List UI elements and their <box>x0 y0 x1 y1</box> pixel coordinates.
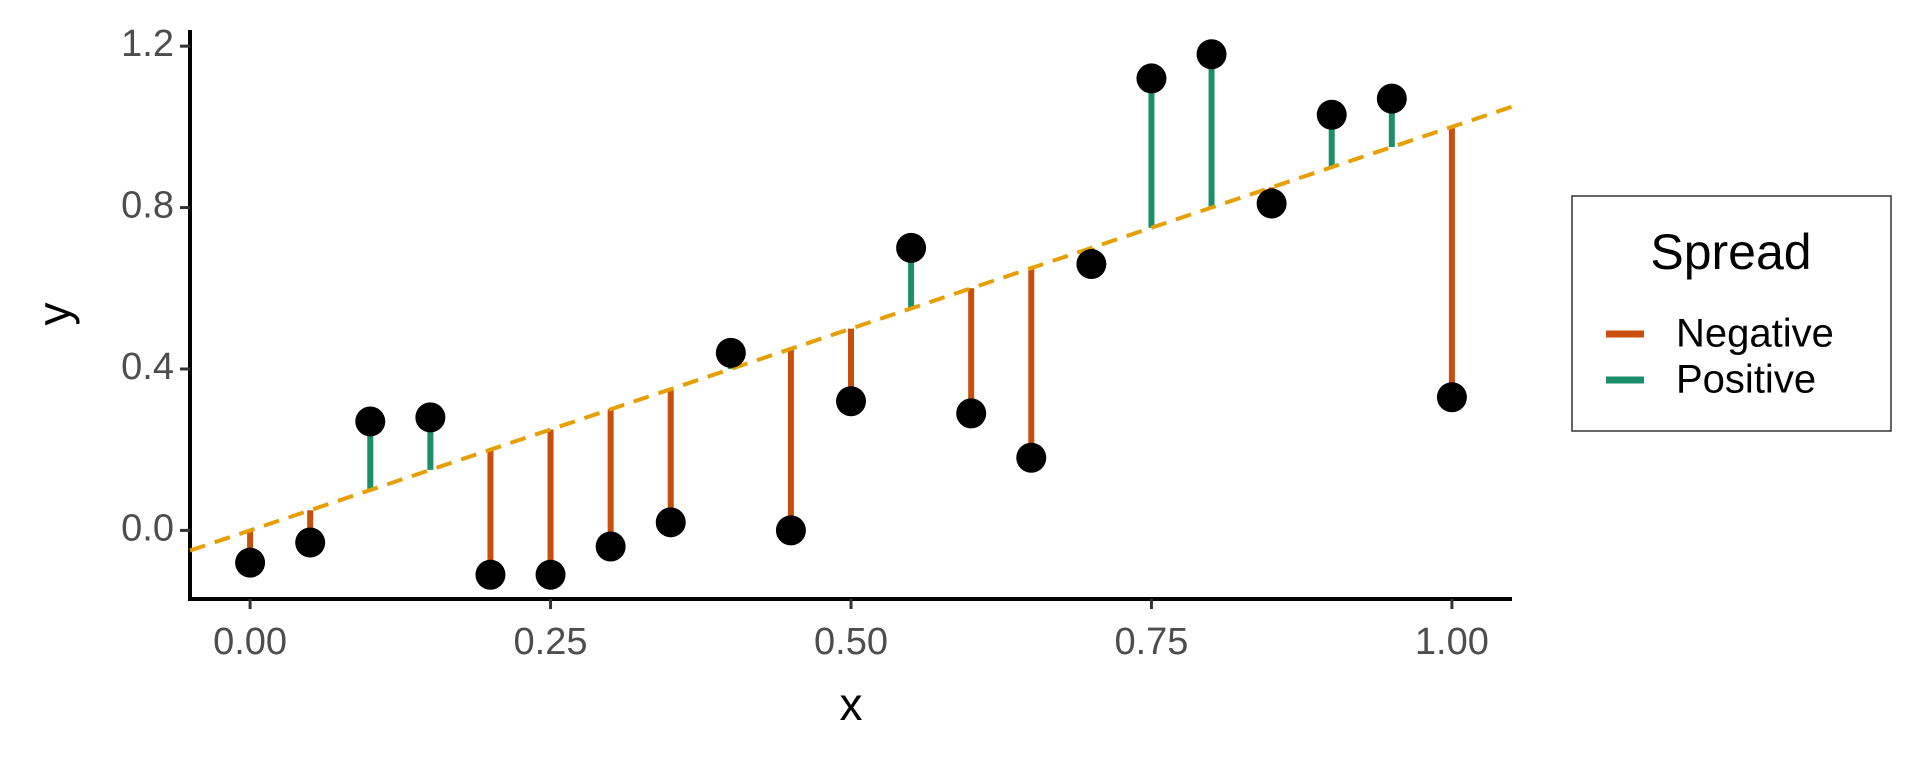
point <box>595 531 626 562</box>
point <box>235 547 266 578</box>
point <box>415 402 446 433</box>
point <box>775 515 806 546</box>
y-tick-label: 0.8 <box>121 185 174 227</box>
x-axis-title: x <box>840 678 863 730</box>
x-tick-label: 0.50 <box>814 621 888 663</box>
point <box>1316 99 1347 130</box>
legend-label: Negative <box>1676 312 1834 356</box>
point <box>1016 442 1047 473</box>
point <box>535 559 566 590</box>
point <box>836 386 866 417</box>
point <box>1076 249 1107 280</box>
point <box>1196 39 1227 70</box>
point <box>1376 83 1407 114</box>
point <box>956 398 987 429</box>
x-tick-label: 1.00 <box>1415 621 1489 663</box>
point <box>1136 63 1167 94</box>
x-tick-label: 0.75 <box>1114 621 1188 663</box>
point <box>475 559 506 590</box>
point <box>715 337 746 368</box>
legend-box <box>1571 195 1892 432</box>
y-axis-title: y <box>28 303 80 326</box>
point <box>355 406 386 437</box>
point <box>295 527 326 558</box>
y-tick-label: 0.0 <box>121 507 174 549</box>
x-tick-label: 0.25 <box>514 621 588 663</box>
y-tick-label: 0.4 <box>121 346 174 388</box>
legend-label: Positive <box>1676 358 1816 402</box>
y-tick-label: 1.2 <box>121 23 174 65</box>
point <box>1256 188 1287 219</box>
x-tick-label: 0.00 <box>213 621 287 663</box>
point <box>655 507 686 538</box>
point <box>896 232 927 263</box>
legend-title: Spread <box>1650 224 1811 280</box>
point <box>1436 382 1467 413</box>
